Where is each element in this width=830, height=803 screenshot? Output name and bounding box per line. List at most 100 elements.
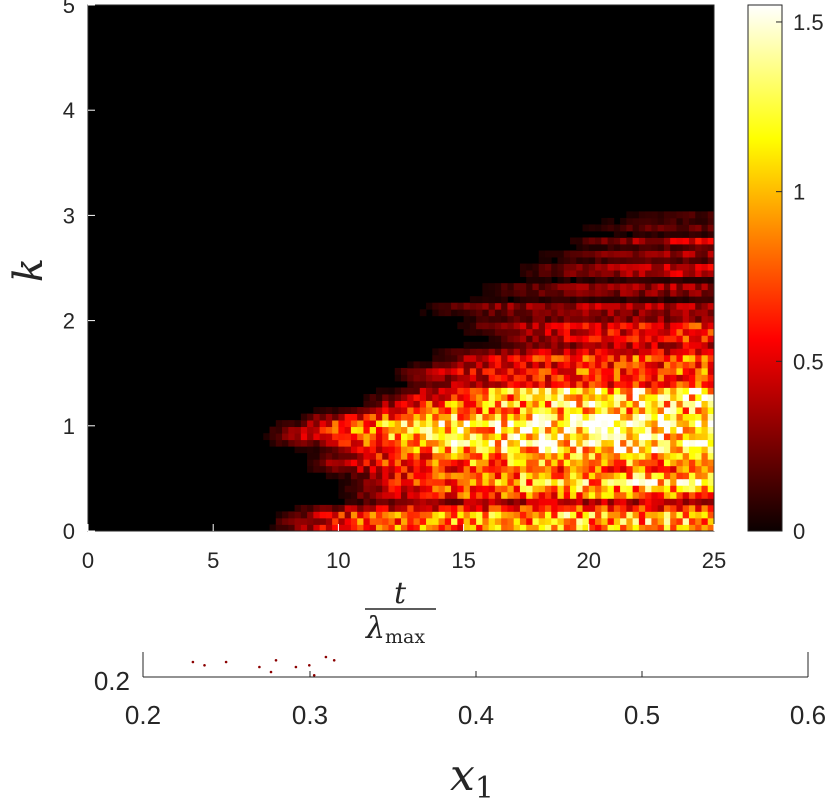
- heatmap-cell: [601, 407, 608, 414]
- heatmap-cell: [294, 524, 302, 532]
- heatmap-cell: [701, 420, 709, 428]
- heatmap-cell: [407, 361, 414, 369]
- heatmap-cell: [651, 485, 659, 493]
- heatmap-cell: [651, 283, 659, 291]
- heatmap-cell: [688, 348, 696, 356]
- heatmap-cell: [432, 394, 439, 401]
- heatmap-cell: [638, 394, 646, 401]
- heatmap-cell: [551, 335, 558, 343]
- heatmap-cell: [570, 420, 577, 428]
- heatmap-cell: [494, 296, 502, 304]
- heatmap-cell: [670, 374, 677, 382]
- heatmap-cell: [476, 341, 483, 349]
- heatmap-cell: [544, 491, 552, 499]
- heatmap-cell: [563, 257, 571, 264]
- heatmap-cell: [663, 407, 671, 414]
- heatmap-cell: [532, 452, 540, 460]
- heatmap-cell: [401, 426, 408, 434]
- heatmap-cell: [532, 524, 540, 532]
- heatmap-cell: [307, 452, 314, 460]
- panel-mask: [0, 540, 830, 648]
- heatmap-cell: [444, 491, 452, 499]
- heatmap-cell: [325, 465, 333, 473]
- heatmap-cell: [563, 387, 571, 395]
- heatmap-cell: [620, 446, 627, 454]
- heatmap-cell: [469, 472, 477, 480]
- heatmap-cell: [563, 328, 571, 336]
- heatmap-cell: [626, 341, 634, 349]
- heatmap-cell: [588, 380, 596, 388]
- heatmap-cell: [444, 511, 452, 519]
- heatmap-cell: [538, 413, 546, 421]
- heatmap-cell: [557, 322, 565, 330]
- heatmap-cell: [563, 276, 571, 284]
- heatmap-cell: [488, 400, 496, 408]
- heatmap-cell: [482, 478, 490, 486]
- heatmap-cell: [570, 348, 577, 356]
- heatmap-cell: [432, 498, 439, 506]
- heatmap-cell: [570, 361, 577, 369]
- heatmap-cell: [544, 328, 552, 336]
- heatmap-cell: [570, 322, 577, 330]
- heatmap-cell: [626, 498, 634, 506]
- heatmap-cell: [607, 380, 615, 388]
- heatmap-cell: [707, 328, 715, 336]
- heatmap-cell: [676, 485, 684, 493]
- heatmap-cell: [620, 217, 627, 225]
- heatmap-cell: [482, 296, 490, 304]
- heatmap-cell: [375, 387, 383, 395]
- heatmap-cell: [419, 374, 427, 382]
- heatmap-cell: [526, 374, 533, 382]
- heatmap-cell: [419, 498, 427, 506]
- heatmap-cell: [638, 459, 646, 467]
- heatmap-cell: [407, 459, 414, 467]
- heatmap-cell: [394, 459, 402, 467]
- heatmap-cell: [557, 380, 565, 388]
- heatmap-cell: [601, 296, 608, 304]
- heatmap-cell: [588, 224, 596, 232]
- heatmap-cell: [444, 354, 452, 362]
- heatmap-cell: [663, 302, 671, 310]
- heatmap-cell: [275, 511, 283, 519]
- heatmap-cell: [426, 387, 433, 395]
- heatmap-cell: [701, 296, 709, 304]
- heatmap-cell: [482, 380, 490, 388]
- heatmap-cell: [632, 491, 640, 499]
- heatmap-cell: [645, 420, 652, 428]
- heatmap-cell: [632, 426, 640, 434]
- heatmap-cell: [494, 485, 502, 493]
- heatmap-cell: [707, 354, 715, 362]
- heatmap-cell: [494, 504, 502, 512]
- heatmap-cell: [401, 413, 408, 421]
- heatmap-cell: [482, 361, 490, 369]
- heatmap-cell: [682, 413, 690, 421]
- heatmap-cell: [444, 420, 452, 428]
- heatmap-cell: [419, 426, 427, 434]
- heatmap-cell: [670, 211, 677, 219]
- heatmap-cell: [601, 465, 608, 473]
- heatmap-cell: [701, 465, 709, 473]
- heatmap-cell: [432, 491, 439, 499]
- heatmap-cell: [294, 504, 302, 512]
- heatmap-cell: [501, 524, 508, 532]
- heatmap-cell: [451, 511, 458, 519]
- heatmap-cell: [688, 270, 696, 278]
- heatmap-cell: [601, 504, 608, 512]
- heatmap-cell: [632, 230, 640, 238]
- heatmap-cell: [657, 407, 665, 414]
- heatmap-cell: [463, 322, 471, 330]
- heatmap-cell: [544, 263, 552, 271]
- heatmap-cell: [313, 465, 321, 473]
- heatmap-cell: [607, 400, 615, 408]
- heatmap-cell: [651, 465, 659, 473]
- heatmap-cell: [494, 354, 502, 362]
- heatmap-cell: [526, 270, 533, 278]
- heatmap-cell: [645, 400, 652, 408]
- heatmap-cell: [601, 250, 608, 258]
- heatmap-cell: [482, 420, 490, 428]
- heatmap-cell: [363, 524, 371, 532]
- heatmap-cell: [707, 341, 715, 349]
- heatmap-cell: [682, 237, 690, 245]
- heatmap-cell: [413, 387, 421, 395]
- heatmap-cell: [538, 504, 546, 512]
